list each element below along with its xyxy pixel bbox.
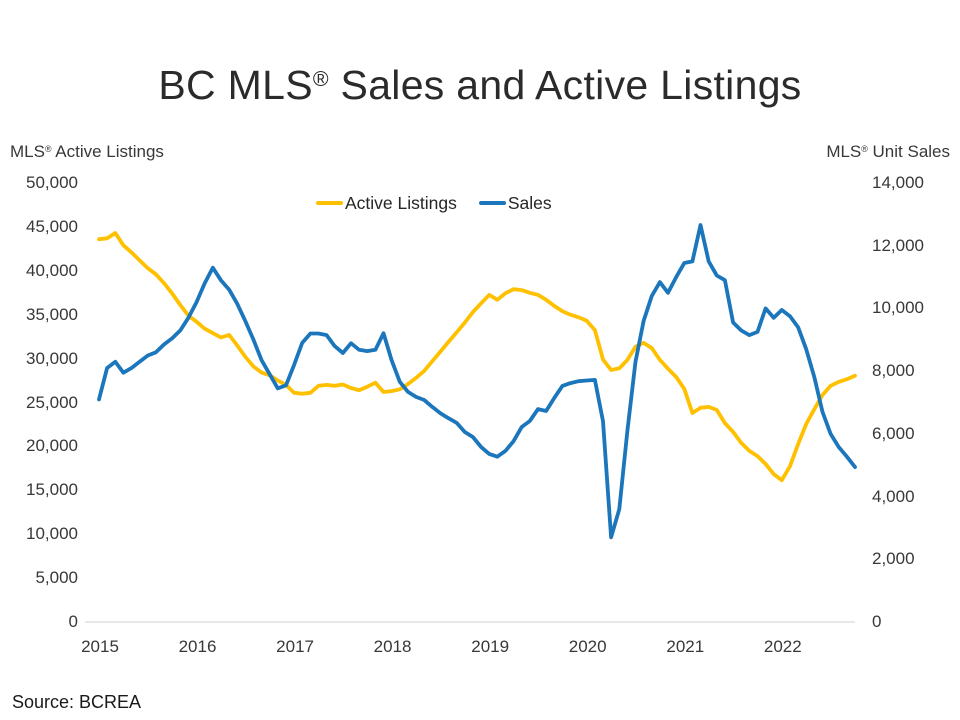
x-axis-year-label: 2020 xyxy=(568,637,607,656)
active-listings-swatch xyxy=(316,201,343,205)
active-listings-line xyxy=(97,231,857,483)
source-note: Source: BCREA xyxy=(12,692,142,712)
right-axis-tick-label: 2,000 xyxy=(872,549,915,569)
sales-swatch xyxy=(478,201,506,205)
legend-item-active-listings: Active Listings xyxy=(316,193,457,214)
x-axis-year-label: 2021 xyxy=(666,637,705,656)
right-axis-tick-label: 14,000 xyxy=(872,173,924,192)
x-axis-year-label: 2022 xyxy=(763,637,802,656)
x-axis-year-label: 2015 xyxy=(81,637,119,656)
left-axis-tick-label: 0 xyxy=(68,612,78,631)
right-axis-title: MLS® Unit Sales xyxy=(826,142,950,161)
left-axis-tick-label: 35,000 xyxy=(26,304,78,324)
right-axis-tick-label: 12,000 xyxy=(872,235,924,255)
legend-label-sales: Sales xyxy=(507,192,552,213)
left-axis-tick-label: 5,000 xyxy=(35,568,78,588)
chart-title: BC MLS® Sales and Active Listings xyxy=(158,62,802,108)
left-axis-tick-label: 15,000 xyxy=(26,480,78,500)
right-axis-tick-label: 6,000 xyxy=(872,423,915,443)
left-axis-tick-label: 45,000 xyxy=(26,216,78,236)
left-axis-tick-label: 40,000 xyxy=(26,260,78,280)
right-axis-tick-label: 8,000 xyxy=(872,361,915,381)
left-axis-tick-label: 10,000 xyxy=(26,524,78,544)
legend-label-active-listings: Active Listings xyxy=(345,192,457,213)
right-axis-tick-label: 0 xyxy=(872,612,882,631)
left-axis-tick-label: 25,000 xyxy=(26,392,78,412)
right-axis-tick-label: 10,000 xyxy=(872,298,924,318)
x-axis-year-label: 2016 xyxy=(178,637,217,656)
legend-item-sales: Sales xyxy=(478,192,552,214)
legend: Active Listings Sales xyxy=(316,190,552,216)
left-axis-tick-label: 20,000 xyxy=(26,436,78,456)
left-axis-title: MLS® Active Listings xyxy=(10,142,164,161)
left-axis-tick-label: 50,000 xyxy=(26,173,78,192)
x-axis-year-label: 2018 xyxy=(373,637,412,656)
right-axis-tick-label: 4,000 xyxy=(872,486,915,506)
x-axis-year-label: 2017 xyxy=(276,637,314,656)
x-axis-year-label: 2019 xyxy=(471,637,510,656)
left-axis-tick-label: 30,000 xyxy=(26,348,78,368)
sales-line xyxy=(97,223,857,540)
